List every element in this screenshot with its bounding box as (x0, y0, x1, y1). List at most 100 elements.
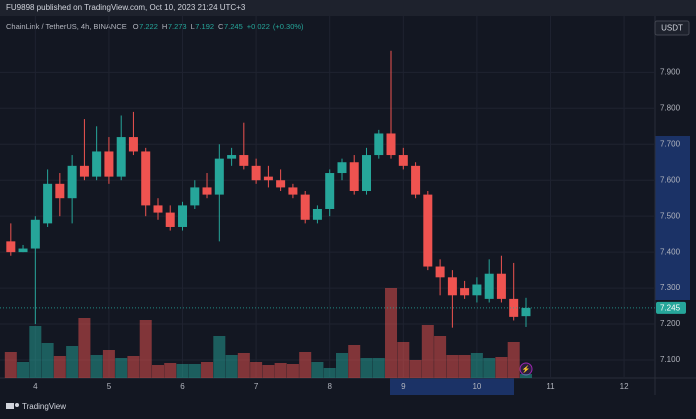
candle-body (460, 288, 470, 296)
brand-logo (6, 403, 19, 409)
currency-badge[interactable] (654, 20, 690, 36)
candle-body (18, 248, 28, 253)
volume-bar (286, 364, 299, 378)
x-tick-label: 6 (180, 382, 185, 391)
candle-body (43, 183, 53, 224)
legend-text: 7.273 (168, 22, 187, 31)
volume-bar (115, 358, 128, 378)
volume-bar (311, 362, 324, 378)
volume-bar (360, 358, 373, 378)
legend-text: H (162, 22, 167, 31)
volume-bar (176, 364, 189, 378)
candle-body (214, 158, 224, 195)
y-tick-label: 7.200 (660, 319, 681, 328)
y-tick-label: 7.600 (660, 175, 681, 184)
volume-bar (53, 356, 66, 378)
x-tick-label: 7 (254, 382, 259, 391)
legend-text: C (218, 22, 224, 31)
candle-body (104, 151, 114, 177)
volume-bar (385, 288, 398, 378)
candle-body (178, 205, 188, 227)
y-tick-label: 7.800 (660, 103, 681, 112)
volume-bar (299, 352, 312, 378)
legend: ChainLink / TetherUS, 4h, BINANCE O 7.222 H… (6, 22, 304, 31)
candle-body (337, 162, 347, 174)
axis-highlight (655, 136, 690, 300)
candle-body (362, 155, 372, 192)
y-tick-label: 7.100 (660, 355, 681, 364)
volume-bar (470, 353, 483, 378)
volume-bar (483, 358, 496, 378)
candle-body (239, 155, 249, 166)
legend-text: ChainLink / TetherUS, 4h, BINANCE (6, 22, 127, 31)
candle-body (55, 183, 65, 199)
candle-body (79, 165, 89, 177)
volume-bar (323, 368, 336, 378)
volume-bar (446, 355, 459, 378)
volume-bar (458, 355, 471, 378)
volume-bar (164, 363, 177, 378)
candle-body (153, 205, 163, 213)
volume-bar (66, 346, 79, 378)
candle-body (386, 133, 396, 156)
volume-bar (237, 353, 250, 378)
volume-bar (372, 358, 385, 378)
legend-text: +0.022 (247, 22, 270, 31)
publish-note: FU9898 published on TradingView.com, Oct… (6, 3, 246, 12)
volume-bar (152, 365, 165, 378)
candle-body (435, 266, 445, 278)
volume-bar (274, 363, 287, 378)
volume-bar (507, 342, 520, 378)
candle-body (30, 219, 40, 249)
y-tick-label: 7.400 (660, 247, 681, 256)
candle-body (165, 212, 175, 227)
volume-bar (188, 364, 201, 378)
candle-body (202, 187, 212, 195)
event-icon-glyph: ⚡ (522, 364, 531, 373)
x-tick-label: 12 (620, 382, 629, 391)
volume-bar (421, 325, 434, 378)
volume-bar (78, 318, 91, 378)
y-tick-label: 7.300 (660, 283, 681, 292)
volume-bar (102, 350, 115, 378)
volume-bar (409, 360, 422, 378)
candle-body (92, 151, 102, 177)
candle-body (251, 165, 261, 181)
legend-text: 7.222 (139, 22, 158, 31)
volume-bar (17, 362, 30, 378)
x-tick-label: 8 (327, 382, 332, 391)
candle-body (496, 273, 506, 299)
candle-body (484, 273, 494, 299)
volume-bar (434, 336, 447, 378)
x-tick-label: 10 (472, 382, 481, 391)
candle-body (116, 137, 126, 177)
volume-bar (4, 352, 17, 378)
volume-bar (519, 374, 532, 378)
volume-bar (127, 356, 140, 378)
last-price-badge (656, 301, 686, 314)
x-tick-label: 5 (107, 382, 112, 391)
candle-body (398, 155, 408, 166)
candle-body (325, 173, 335, 209)
legend-text: 7.192 (195, 22, 214, 31)
currency: USDT (661, 24, 683, 33)
y-tick-label: 7.700 (660, 139, 681, 148)
volume-bar (250, 362, 263, 378)
volume-bar (139, 320, 152, 378)
volume-bar (348, 345, 361, 378)
volume-bar (495, 357, 508, 378)
volume-bar (41, 343, 54, 378)
volume-bar (29, 326, 42, 378)
candle-body (300, 194, 310, 220)
x-tick-label: 11 (546, 382, 555, 391)
y-tick-label: 7.500 (660, 211, 681, 220)
candle-body (128, 137, 138, 152)
axis-highlight (390, 378, 514, 395)
x-tick-label: 9 (401, 382, 406, 391)
top-bar (0, 0, 696, 16)
candle-body (263, 176, 273, 181)
candle-body (288, 187, 298, 195)
candle-body (141, 151, 151, 206)
